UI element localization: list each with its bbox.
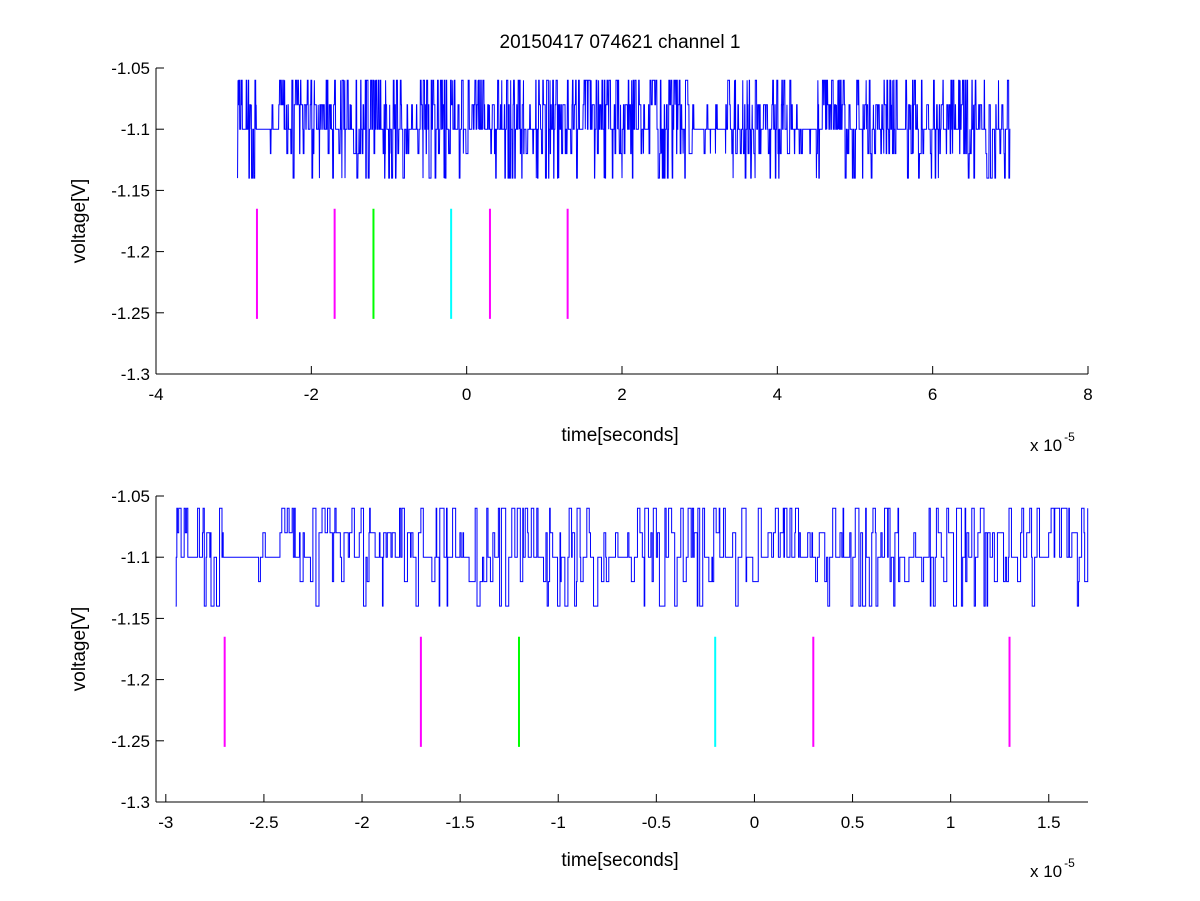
overview-markers bbox=[255, 208, 569, 319]
x-tick-label: 8 bbox=[1083, 385, 1092, 404]
y-tick-label: -1.2 bbox=[121, 243, 150, 262]
x-tick-label: 0.5 bbox=[841, 813, 865, 832]
y-tick-label: -1.3 bbox=[121, 793, 150, 812]
y-tick-label: -1.05 bbox=[111, 59, 150, 78]
y-tick-label: -1.1 bbox=[121, 548, 150, 567]
x-tick-label: -1.5 bbox=[445, 813, 474, 832]
zoom-axes: -3 -2.5 -2 -1.5 -1 -0.5 0 0.5 1 1.5 -1.05 -1.1 -1.1… bbox=[69, 487, 1089, 881]
y-tick-label: -1.3 bbox=[121, 365, 150, 384]
overview-x-exponent-power: -5 bbox=[1064, 430, 1075, 444]
zoom-x-ticks: -3 -2.5 -2 -1.5 -1 -0.5 0 0.5 1 1.5 bbox=[158, 794, 1061, 832]
overview-axes: -4 -2 0 2 4 6 8 -1.05 -1.1 -1.15 -1.2 -1.25 -1.3 ti… bbox=[69, 59, 1093, 455]
zoom-x-exponent-base: x 10 bbox=[1030, 862, 1062, 881]
x-tick-label: -2.5 bbox=[249, 813, 278, 832]
y-tick-label: -1.15 bbox=[111, 609, 150, 628]
overview-signal-trace bbox=[237, 79, 1011, 179]
zoom-signal-trace bbox=[175, 507, 1089, 607]
y-tick-label: -1.1 bbox=[121, 120, 150, 139]
zoom-markers bbox=[223, 636, 1011, 747]
x-tick-label: 6 bbox=[928, 385, 937, 404]
zoom-y-label: voltage[V] bbox=[69, 607, 90, 692]
x-tick-label: -2 bbox=[304, 385, 319, 404]
x-tick-label: -2 bbox=[354, 813, 369, 832]
x-tick-label: 2 bbox=[617, 385, 626, 404]
zoom-x-label: time[seconds] bbox=[561, 850, 678, 871]
x-tick-label: -3 bbox=[158, 813, 173, 832]
y-tick-label: -1.15 bbox=[111, 181, 150, 200]
x-tick-label: -4 bbox=[148, 385, 163, 404]
overview-x-ticks: -4 -2 0 2 4 6 8 bbox=[148, 366, 1093, 404]
x-tick-label: 1 bbox=[946, 813, 955, 832]
overview-y-label: voltage[V] bbox=[69, 179, 90, 264]
overview-x-label: time[seconds] bbox=[561, 425, 678, 446]
figure-title: 20150417 074621 channel 1 bbox=[500, 32, 741, 53]
y-tick-label: -1.25 bbox=[111, 732, 150, 751]
zoom-y-ticks: -1.05 -1.1 -1.15 -1.2 -1.25 -1.3 bbox=[111, 487, 164, 812]
y-tick-label: -1.05 bbox=[111, 487, 150, 506]
x-tick-label: 0 bbox=[750, 813, 759, 832]
y-tick-label: -1.2 bbox=[121, 671, 150, 690]
overview-x-exponent-base: x 10 bbox=[1030, 436, 1062, 455]
zoom-x-exponent-power: -5 bbox=[1064, 856, 1075, 870]
overview-x-exponent: x 10 -5 bbox=[1030, 430, 1075, 455]
overview-y-ticks: -1.05 -1.1 -1.15 -1.2 -1.25 -1.3 bbox=[111, 59, 164, 384]
x-tick-label: -1 bbox=[551, 813, 566, 832]
x-tick-label: -0.5 bbox=[642, 813, 671, 832]
x-tick-label: 0 bbox=[462, 385, 471, 404]
y-tick-label: -1.25 bbox=[111, 304, 150, 323]
zoom-x-exponent: x 10 -5 bbox=[1030, 856, 1075, 881]
x-tick-label: 4 bbox=[773, 385, 782, 404]
x-tick-label: 1.5 bbox=[1037, 813, 1061, 832]
